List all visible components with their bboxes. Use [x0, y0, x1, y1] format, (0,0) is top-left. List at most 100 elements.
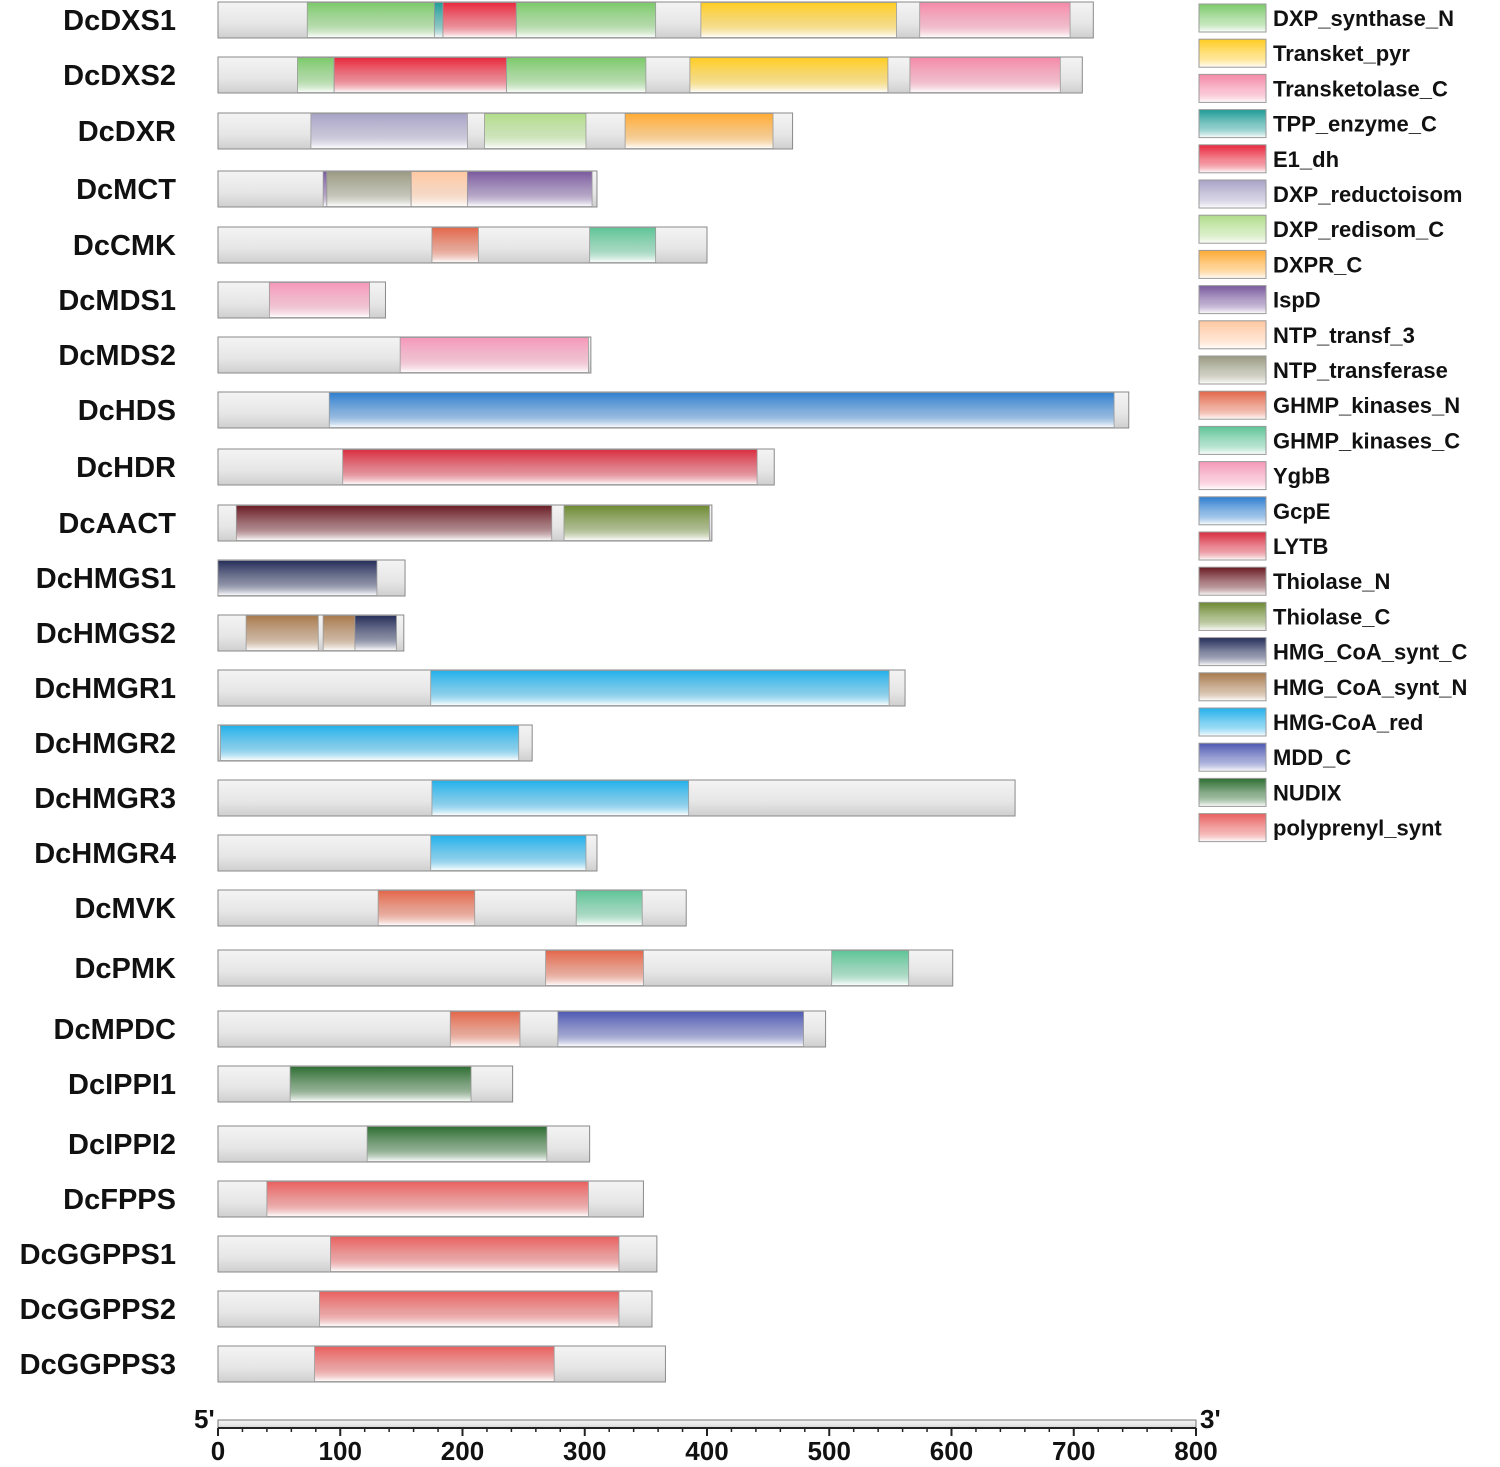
- domain-GcpE: [328, 392, 1115, 428]
- legend-swatch: [1198, 355, 1267, 385]
- protein-row-DcHMGR4: DcHMGR4: [34, 834, 598, 872]
- legend-swatch: [1198, 73, 1267, 103]
- domain-E1_dh: [333, 57, 507, 93]
- protein-row-DcCMK: DcCMK: [73, 226, 708, 264]
- legend-item-Transket_pyr: Transket_pyr: [1198, 38, 1410, 68]
- legend-swatch: [1198, 742, 1267, 772]
- legend-label: HMG_CoA_synt_C: [1273, 640, 1467, 665]
- legend-label: IspD: [1273, 288, 1321, 313]
- protein-row-DcHMGR3: DcHMGR3: [34, 779, 1016, 817]
- domain-DXP_redisom_C: [484, 113, 587, 149]
- legend-swatch: [1198, 531, 1267, 561]
- domain-HMG_CoA_synt_N: [245, 615, 319, 651]
- protein-label: DcGGPPS1: [20, 1239, 176, 1271]
- domain-GHMP_kinases_C: [575, 890, 643, 926]
- legend-item-Transketolase_C: Transketolase_C: [1198, 73, 1448, 103]
- legend-swatch: [1198, 637, 1267, 667]
- length-axis: 5' 3' 0 100 200 300 400 500 600 700 800: [194, 1404, 1221, 1466]
- protein-row-DcHMGR2: DcHMGR2: [34, 724, 533, 762]
- domain-DXP_reductoisom: [310, 113, 468, 149]
- protein-label: DcMCT: [76, 174, 176, 206]
- legend-swatch: [1198, 249, 1267, 279]
- legend-item-HMG_CoA_synt_N: HMG_CoA_synt_N: [1198, 672, 1467, 702]
- legend-swatch: [1198, 672, 1267, 702]
- protein-label: DcHMGR4: [34, 838, 176, 870]
- protein-row-DcDXS1: DcDXS1: [63, 1, 1094, 39]
- legend-swatch: [1198, 566, 1267, 596]
- legend-swatch: [1198, 144, 1267, 174]
- protein-rows: DcDXS1 DcDXS2 DcDXR DcMCT DcCMK DcMDS1 DcMDS2 D…: [20, 1, 1130, 1383]
- legend-label: NTP_transf_3: [1273, 323, 1415, 348]
- domain-YgbB: [399, 337, 589, 373]
- domain-Thiolase_C: [563, 505, 710, 541]
- protein-row-DcMCT: DcMCT: [76, 170, 598, 208]
- legend-label: DXP_synthase_N: [1273, 6, 1454, 31]
- legend-label: GHMP_kinases_N: [1273, 393, 1460, 418]
- axis-tick-label: 400: [685, 1436, 728, 1466]
- domain-NUDIX: [289, 1066, 472, 1102]
- legend-label: DXPR_C: [1273, 252, 1362, 277]
- protein-label: DcHMGR2: [34, 728, 176, 760]
- domain-GHMP_kinases_C: [831, 950, 910, 986]
- protein-row-DcHDR: DcHDR: [76, 448, 775, 486]
- protein-label: DcGGPPS2: [20, 1294, 176, 1326]
- legend-item-DXP_redisom_C: DXP_redisom_C: [1198, 214, 1444, 244]
- domain-Transketolase_C: [909, 57, 1061, 93]
- protein-row-DcDXS2: DcDXS2: [63, 56, 1083, 94]
- legend-item-Thiolase_N: Thiolase_N: [1198, 566, 1390, 596]
- domain-GHMP_kinases_N: [431, 227, 479, 263]
- legend-swatch: [1198, 109, 1267, 139]
- domain-polyprenyl_synt: [330, 1236, 620, 1272]
- axis-tick-label: 800: [1174, 1436, 1217, 1466]
- protein-label: DcHDS: [78, 395, 176, 427]
- domain-Transketolase_C: [919, 2, 1071, 38]
- protein-label: DcFPPS: [63, 1184, 176, 1216]
- protein-label: DcMDS1: [58, 285, 176, 317]
- axis-tick-label: 0: [211, 1436, 225, 1466]
- domain-Transket_pyr: [700, 2, 897, 38]
- domain-TPP_enzyme_C: [433, 2, 444, 38]
- protein-label: DcDXR: [78, 116, 176, 148]
- protein-row-DcHDS: DcHDS: [78, 391, 1130, 429]
- domain-GHMP_kinases_N: [545, 950, 644, 986]
- legend-item-MDD_C: MDD_C: [1198, 742, 1351, 772]
- legend-label: DXP_redisom_C: [1273, 217, 1444, 242]
- protein-label: DcMPDC: [54, 1014, 177, 1046]
- legend-label: TPP_enzyme_C: [1273, 112, 1437, 137]
- legend-item-DXPR_C: DXPR_C: [1198, 249, 1362, 279]
- domain-NTP_transf_3: [410, 171, 468, 207]
- domain-Transket_pyr: [689, 57, 889, 93]
- protein-label: DcCMK: [73, 230, 176, 262]
- protein-label: DcHMGR1: [34, 673, 176, 705]
- domain-DXP_synthase_N: [306, 2, 435, 38]
- legend-item-NUDIX: NUDIX: [1198, 777, 1342, 807]
- legend-label: MDD_C: [1273, 745, 1351, 770]
- legend-item-TPP_enzyme_C: TPP_enzyme_C: [1198, 109, 1437, 139]
- axis-tick-label: 500: [808, 1436, 851, 1466]
- axis-tick-label: 200: [441, 1436, 484, 1466]
- domain-polyprenyl_synt: [266, 1181, 589, 1217]
- domain-HMG-CoA_red: [430, 835, 587, 871]
- legend-swatch: [1198, 461, 1267, 491]
- domain-E1_dh: [442, 2, 517, 38]
- domain-HMG_CoA_synt_C: [217, 560, 378, 596]
- legend-label: YgbB: [1273, 464, 1330, 489]
- domain-GHMP_kinases_C: [589, 227, 657, 263]
- protein-label: DcPMK: [74, 953, 176, 985]
- legend-item-GHMP_kinases_C: GHMP_kinases_C: [1198, 425, 1460, 455]
- legend-label: GcpE: [1273, 499, 1330, 524]
- protein-label: DcIPPI1: [68, 1069, 176, 1101]
- domain-DXP_synthase_N: [515, 2, 657, 38]
- axis-tick-label: 600: [930, 1436, 973, 1466]
- legend-swatch: [1198, 320, 1267, 350]
- domain-MDD_C: [557, 1011, 804, 1047]
- domain-Thiolase_N: [235, 505, 553, 541]
- domain-GHMP_kinases_N: [449, 1011, 521, 1047]
- axis-tick-label: 100: [319, 1436, 362, 1466]
- axis-end-label: 3': [1200, 1404, 1221, 1434]
- protein-row-DcIPPI1: DcIPPI1: [68, 1065, 514, 1103]
- legend-swatch: [1198, 214, 1267, 244]
- legend-swatch: [1198, 496, 1267, 526]
- domain-GHMP_kinases_N: [377, 890, 476, 926]
